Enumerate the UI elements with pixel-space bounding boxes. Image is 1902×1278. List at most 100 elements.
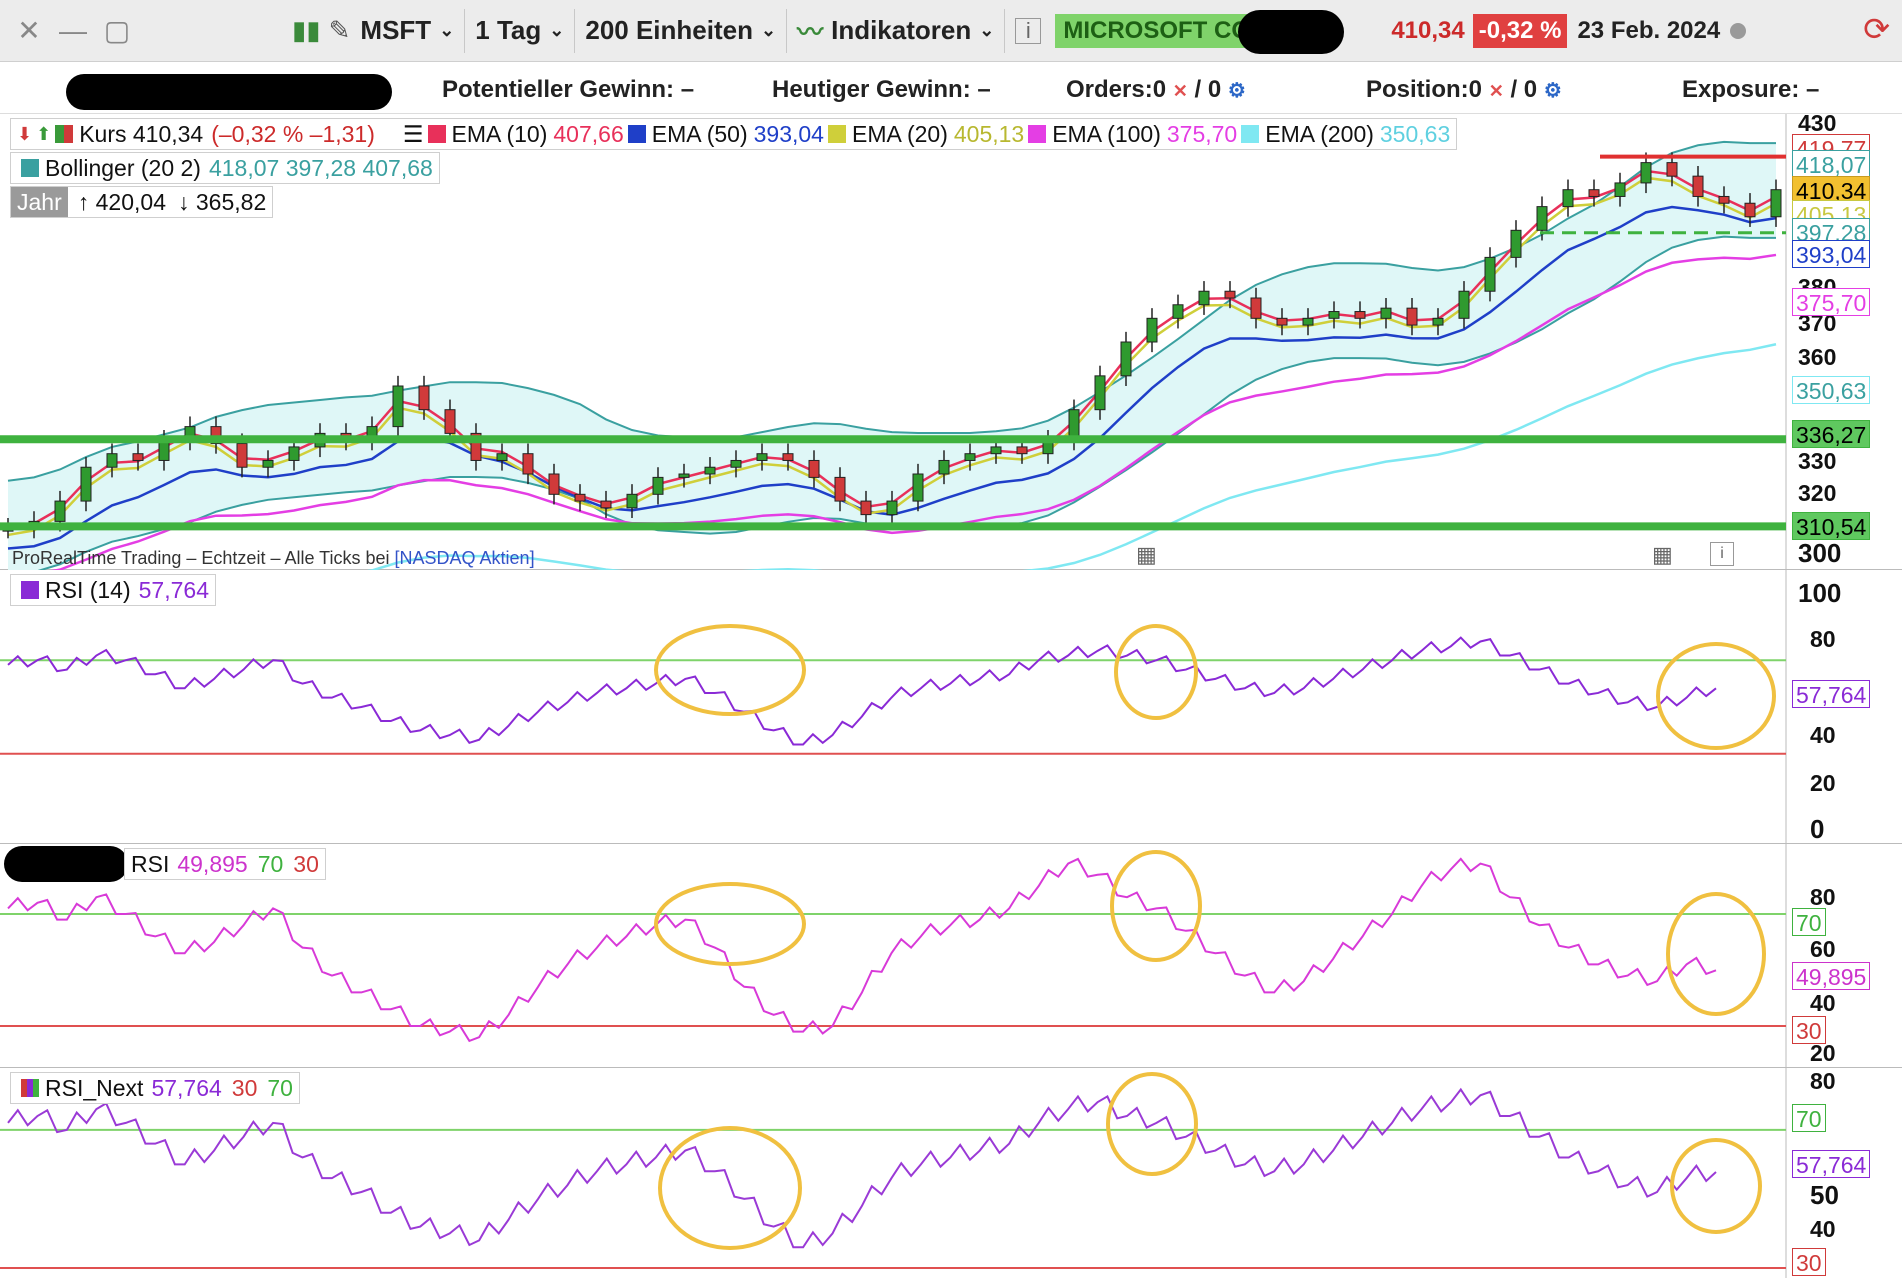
candle [1536, 206, 1548, 231]
y-tick: 430 [1798, 110, 1837, 136]
units-selector[interactable]: 200 Einheiten ⌄ [575, 8, 788, 53]
price-chart-panel[interactable]: ⬇ ⬆ Kurs 410,34 (–0,32 % –1,31) ☰ EMA (1… [0, 110, 1902, 570]
units-label: 200 Einheiten [585, 15, 753, 45]
close-icon[interactable]: ✕ [17, 15, 41, 46]
candle [132, 453, 144, 461]
candle [652, 476, 664, 495]
today-gain: Heutiger Gewinn: – [772, 76, 991, 103]
arrow-up-icon[interactable]: ⬆ [36, 123, 52, 144]
refresh-icon[interactable]: ⟳ [1863, 11, 1890, 47]
rsi14-value-tag: 57,764 [1792, 680, 1871, 708]
indicators-button[interactable]: 〰 Indikatoren ⌄ [787, 8, 1006, 53]
candle [964, 453, 976, 461]
y-tick: 0 [1810, 814, 1825, 844]
period-selector[interactable]: 1 Tag ⌄ [465, 8, 576, 53]
bollinger-legend: Bollinger (20 2) 418,07 397,28 407,68 [10, 152, 440, 184]
symbol-selector[interactable]: MSFT ⌄ [350, 8, 466, 53]
candle [574, 493, 586, 502]
draw-tool-icon[interactable]: ✎ [328, 15, 351, 45]
rsi14-chart[interactable] [0, 570, 1902, 844]
ema50-value: 393,04 [753, 120, 824, 147]
rsi14-panel[interactable]: RSI (14) 57,764 100 80 57,764 40 20 0 [0, 570, 1902, 844]
arrow-down-icon[interactable]: ⬇ [17, 123, 33, 144]
candle [626, 493, 638, 509]
candle [1770, 189, 1782, 218]
y-tick: 300 [1798, 538, 1842, 568]
info-icon[interactable]: i [1710, 542, 1734, 566]
tag-375: 375,70 [1792, 288, 1871, 316]
ema10-value: 407,66 [553, 120, 624, 147]
candle [54, 500, 66, 522]
candle [1588, 189, 1600, 197]
candle [288, 446, 300, 461]
restore-icon[interactable]: ▢ [103, 15, 131, 46]
candle [1380, 307, 1392, 319]
candle [548, 473, 560, 495]
y-tick: 50 [1810, 1180, 1839, 1210]
rsi-label: RSI [131, 850, 170, 877]
close-icon[interactable]: ✕ [1172, 81, 1188, 101]
rsi-next-panel[interactable]: RSI_Next 57,764 30 70 80 70 57,764 50 40… [0, 1068, 1902, 1278]
rsi-panel[interactable]: RSI 49,895 70 30 80 70 60 49,895 40 30 2… [0, 844, 1902, 1068]
gear-icon[interactable]: ⚙ [1227, 80, 1246, 102]
y-tick: 40 [1810, 1216, 1836, 1242]
ema20-swatch [827, 125, 846, 143]
rsi-next-label: RSI_Next [45, 1074, 144, 1101]
period-label: 1 Tag [475, 15, 542, 45]
bollinger-upper-line [7, 140, 1776, 482]
candle [1406, 307, 1418, 326]
ema20-label: EMA (20) [851, 120, 948, 147]
ema200-value: 350,63 [1379, 120, 1451, 147]
ema50-swatch [627, 125, 646, 143]
candle [1458, 290, 1470, 319]
candle [730, 459, 742, 468]
candle [1614, 182, 1626, 197]
year-range-legend: Jahr ↑ 420,04 ↓ 365,82 [10, 186, 274, 218]
rsi-next-value-tag: 57,764 [1792, 1150, 1871, 1178]
calendar-icon[interactable]: ▦ [1652, 542, 1673, 567]
rsi-line [7, 1087, 1717, 1249]
rsi-next-chart[interactable] [0, 1068, 1902, 1278]
gear-icon[interactable]: ⚙ [1543, 80, 1562, 102]
price-chart[interactable] [0, 114, 1902, 570]
candle [1640, 162, 1652, 184]
rsi-next-upper-tag: 70 [1792, 1104, 1826, 1132]
rsi-upper: 70 [257, 850, 284, 877]
highlight-circle [1106, 1072, 1198, 1176]
info-icon[interactable]: i [1015, 17, 1042, 44]
ema50-label: EMA (50) [651, 120, 748, 147]
list-icon[interactable]: ☰ [402, 120, 424, 147]
candle [262, 459, 274, 468]
position[interactable]: Position:0 ✕ / 0 ⚙ [1366, 76, 1562, 103]
orders[interactable]: Orders:0 ✕ / 0 ⚙ [1066, 76, 1246, 103]
ema200-swatch [1241, 125, 1260, 143]
rsi-next-value: 57,764 [151, 1074, 222, 1101]
ema100-label: EMA (100) [1052, 120, 1161, 147]
ema10-label: EMA (10) [451, 120, 548, 147]
highlight-circle [1656, 642, 1776, 750]
year-low: ↓ 365,82 [178, 188, 267, 215]
highlight-circle [654, 624, 806, 716]
candle [1250, 297, 1262, 319]
calendar-icon[interactable]: ▦ [1136, 542, 1157, 567]
last-price: 410,34 [1391, 16, 1465, 44]
bollinger-swatch [21, 159, 39, 177]
bollinger-label: Bollinger (20 2) [45, 154, 201, 181]
tag-350: 350,63 [1792, 376, 1871, 404]
candle [1562, 189, 1574, 208]
chevron-down-icon: ⌄ [439, 20, 455, 40]
ema100-value: 375,70 [1166, 120, 1238, 147]
change-badge: -0,32 % [1472, 13, 1568, 48]
highlight-circle [658, 1126, 802, 1250]
rsi-chart[interactable] [0, 844, 1902, 1068]
rsi-next-lower-tag: 30 [1792, 1248, 1826, 1276]
highlight-circle [1666, 892, 1766, 1016]
close-icon[interactable]: ✕ [1488, 81, 1504, 101]
candle [1692, 175, 1704, 197]
candlestick-icon[interactable]: ▮▮ [292, 15, 321, 45]
indicators-label: Indikatoren [831, 15, 972, 45]
minimize-icon[interactable]: — [59, 14, 87, 46]
candle [1328, 311, 1340, 319]
candle [210, 426, 222, 445]
highlight-circle [1110, 850, 1202, 962]
